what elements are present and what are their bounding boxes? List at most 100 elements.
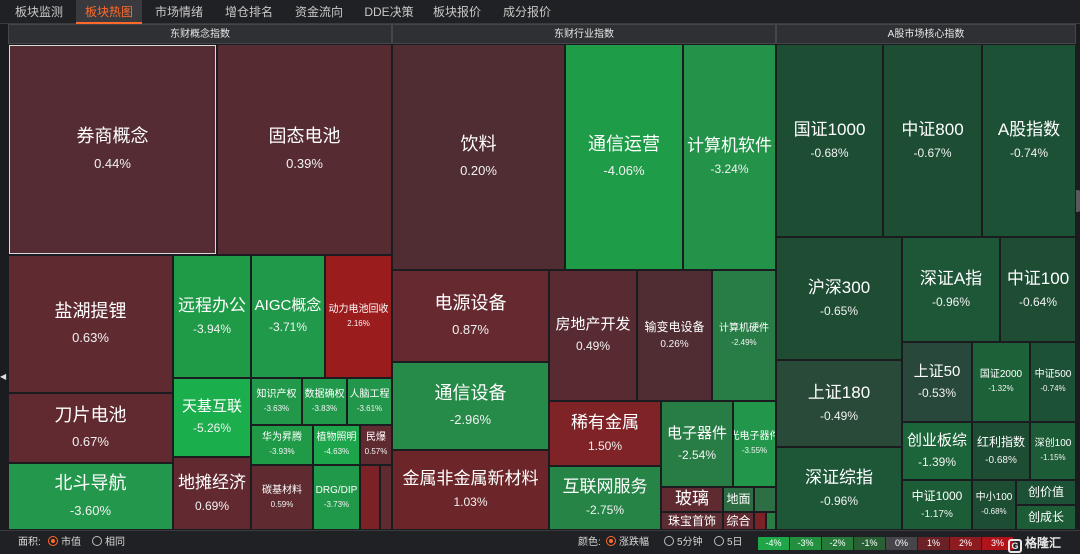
tile-szse-composite[interactable]: 深证综指 -0.96% xyxy=(776,447,902,530)
color-label: 颜色: xyxy=(578,537,601,548)
radio-icon xyxy=(714,536,724,546)
tile-plant-lighting[interactable]: 植物照明 -4.63% xyxy=(313,425,360,465)
tile-electronic-devices[interactable]: 电子器件 -2.54% xyxy=(661,401,733,487)
tile-change-percent: 0.49% xyxy=(575,339,611,354)
tile-data-rights[interactable]: 数据确权 -3.83% xyxy=(302,378,347,425)
tile-aigc-concept[interactable]: AIGC概念 -3.71% xyxy=(251,255,325,378)
tile-change-percent: -0.68% xyxy=(981,507,1007,517)
tile-name: 通信运营 xyxy=(588,133,660,154)
tab-sector-quote[interactable]: 板块报价 xyxy=(432,5,481,19)
tile-csi-1000[interactable]: 中证1000 -1.17% xyxy=(902,480,972,530)
tile-csi-800[interactable]: 中证800 -0.67% xyxy=(883,44,982,237)
tile-chinext-value[interactable]: 创价值 xyxy=(1016,480,1076,505)
tile-change-percent: -0.68% xyxy=(985,454,1017,466)
tile-blade-battery[interactable]: 刀片电池 0.67% xyxy=(8,393,173,463)
tile-sse-180[interactable]: 上证180 -0.49% xyxy=(776,360,902,447)
tile-dividend-index[interactable]: 红利指数 -0.68% xyxy=(972,422,1030,480)
tile-remote-office[interactable]: 远程办公 -3.94% xyxy=(173,255,251,378)
tile-metal-new-materials[interactable]: 金属非金属新材料 1.03% xyxy=(392,450,549,530)
tile-sme-100[interactable]: 中小100 -0.68% xyxy=(972,480,1016,530)
tile-drg-dip[interactable]: DRG/DIP -3.73% xyxy=(313,465,360,530)
tile-change-percent: 0.63% xyxy=(72,330,109,346)
tile-carbon-materials[interactable]: 碳基材料 0.59% xyxy=(251,465,313,530)
tile-small-concept-2[interactable] xyxy=(380,465,392,530)
tile-a-share-index[interactable]: A股指数 -0.74% xyxy=(982,44,1076,237)
tile-name: 国证1000 xyxy=(793,119,866,139)
tile-computer-hardware[interactable]: 计算机硬件 -2.49% xyxy=(712,270,776,401)
color-option-label: 5分钟 xyxy=(677,537,703,548)
color-option-5day[interactable]: 5日 xyxy=(714,531,743,554)
tile-space-internet[interactable]: 天基互联 -5.26% xyxy=(173,378,251,457)
tile-name: 计算机硬件 xyxy=(719,322,769,334)
tile-securities-concept[interactable]: 券商概念 0.44% xyxy=(8,44,217,255)
scrollbar-thumb[interactable] xyxy=(1075,190,1080,212)
tile-small-industry-3[interactable] xyxy=(766,512,776,530)
tile-small-industry-1[interactable] xyxy=(754,487,776,512)
tile-chinext-growth[interactable]: 创成长 xyxy=(1016,505,1076,530)
tile-power-equipment[interactable]: 电源设备 0.87% xyxy=(392,270,549,362)
tile-name: AIGC概念 xyxy=(254,297,322,315)
collapse-left-icon[interactable]: ◀ xyxy=(0,372,7,381)
tile-glass[interactable]: 玻璃 xyxy=(661,487,723,512)
color-option-5min[interactable]: 5分钟 xyxy=(664,531,703,554)
tile-battery-recycling[interactable]: 动力电池回收 2.16% xyxy=(325,255,392,378)
tile-ground-industry[interactable]: 地面 xyxy=(723,487,754,512)
tile-comprehensive[interactable]: 综合 xyxy=(723,512,754,530)
tile-name: 创成长 xyxy=(1027,510,1064,525)
tile-szse-a-index[interactable]: 深证A指 -0.96% xyxy=(902,237,1000,342)
tile-salt-lake-lithium[interactable]: 盐湖提锂 0.63% xyxy=(8,255,173,393)
tile-intellectual-property[interactable]: 知识产权 -3.63% xyxy=(251,378,302,425)
tab-constituent-quote[interactable]: 成分报价 xyxy=(502,5,551,19)
section-title: 东财行业指数 xyxy=(392,24,776,44)
tile-internet-services[interactable]: 互联网服务 -2.75% xyxy=(549,466,661,530)
tab-dde-decision[interactable]: DDE决策 xyxy=(364,5,414,19)
tile-small-industry-2[interactable] xyxy=(754,512,766,530)
tile-change-percent: -3.73% xyxy=(323,499,350,509)
tile-name: 稀有金属 xyxy=(571,412,639,432)
tile-cni-2000[interactable]: 国证2000 -1.32% xyxy=(972,342,1030,422)
tile-jewelry[interactable]: 珠宝首饰 xyxy=(661,512,723,530)
tile-name: 中证500 xyxy=(1034,369,1072,381)
tab-market-sentiment[interactable]: 市场情绪 xyxy=(154,5,203,19)
tile-sz-innovation-100[interactable]: 深创100 -1.15% xyxy=(1030,422,1076,480)
tile-change-percent: -2.96% xyxy=(449,412,492,428)
area-option-market-cap[interactable]: 市值 xyxy=(48,531,81,554)
tile-huawei-ascend[interactable]: 华为昇腾 -3.93% xyxy=(251,425,313,465)
tile-name: 互联网服务 xyxy=(562,477,648,496)
tile-chinext-composite[interactable]: 创业板综 -1.39% xyxy=(902,422,972,480)
tile-civil-explosives[interactable]: 民爆 0.57% xyxy=(360,425,392,465)
tab-sector-monitor[interactable]: 板块监测 xyxy=(14,5,63,19)
tab-fund-flow[interactable]: 资金流向 xyxy=(294,5,343,19)
tile-name: 房地产开发 xyxy=(555,316,631,334)
tile-telecom-operations[interactable]: 通信运营 -4.06% xyxy=(565,44,683,270)
tab-sector-heatmap[interactable]: 板块热图 xyxy=(76,0,142,24)
tile-beidou-navigation[interactable]: 北斗导航 -3.60% xyxy=(8,463,173,530)
tile-transmission-equipment[interactable]: 输变电设备 0.26% xyxy=(637,270,712,401)
tile-csi-300[interactable]: 沪深300 -0.65% xyxy=(776,237,902,360)
tab-position-ranking[interactable]: 增仓排名 xyxy=(224,5,273,19)
tile-rare-metals[interactable]: 稀有金属 1.50% xyxy=(549,401,661,466)
tile-sse-50[interactable]: 上证50 -0.53% xyxy=(902,342,972,422)
color-option-change[interactable]: 涨跌幅 xyxy=(606,531,649,554)
tile-name: 植物照明 xyxy=(316,432,357,444)
tile-change-percent: 1.03% xyxy=(453,495,488,510)
tile-telecom-equipment[interactable]: 通信设备 -2.96% xyxy=(392,362,549,450)
area-option-equal[interactable]: 相同 xyxy=(92,531,125,554)
tile-optoelectronic-devices[interactable]: 光电子器件 -3.55% xyxy=(733,401,776,487)
tile-cni-1000[interactable]: 国证1000 -0.68% xyxy=(776,44,883,237)
tile-brain-engineering[interactable]: 人脑工程 -3.61% xyxy=(347,378,392,425)
tile-change-percent: -1.17% xyxy=(921,508,953,520)
tile-name: 计算机软件 xyxy=(687,136,772,155)
tile-name: 天基互联 xyxy=(181,398,242,416)
tile-street-vendor-economy[interactable]: 地摊经济 0.69% xyxy=(173,457,251,530)
tile-csi-100[interactable]: 中证100 -0.64% xyxy=(1000,237,1076,342)
tile-computer-software[interactable]: 计算机软件 -3.24% xyxy=(683,44,776,270)
tile-csi-500[interactable]: 中证500 -0.74% xyxy=(1030,342,1076,422)
tile-beverages[interactable]: 饮料 0.20% xyxy=(392,44,565,270)
tile-real-estate-development[interactable]: 房地产开发 0.49% xyxy=(549,270,637,401)
area-label: 面积: xyxy=(18,537,41,548)
tile-name: 中证1000 xyxy=(911,489,963,504)
tile-small-concept-1[interactable] xyxy=(360,465,380,530)
tile-solid-state-battery[interactable]: 固态电池 0.39% xyxy=(217,44,392,255)
radio-icon xyxy=(92,536,102,546)
